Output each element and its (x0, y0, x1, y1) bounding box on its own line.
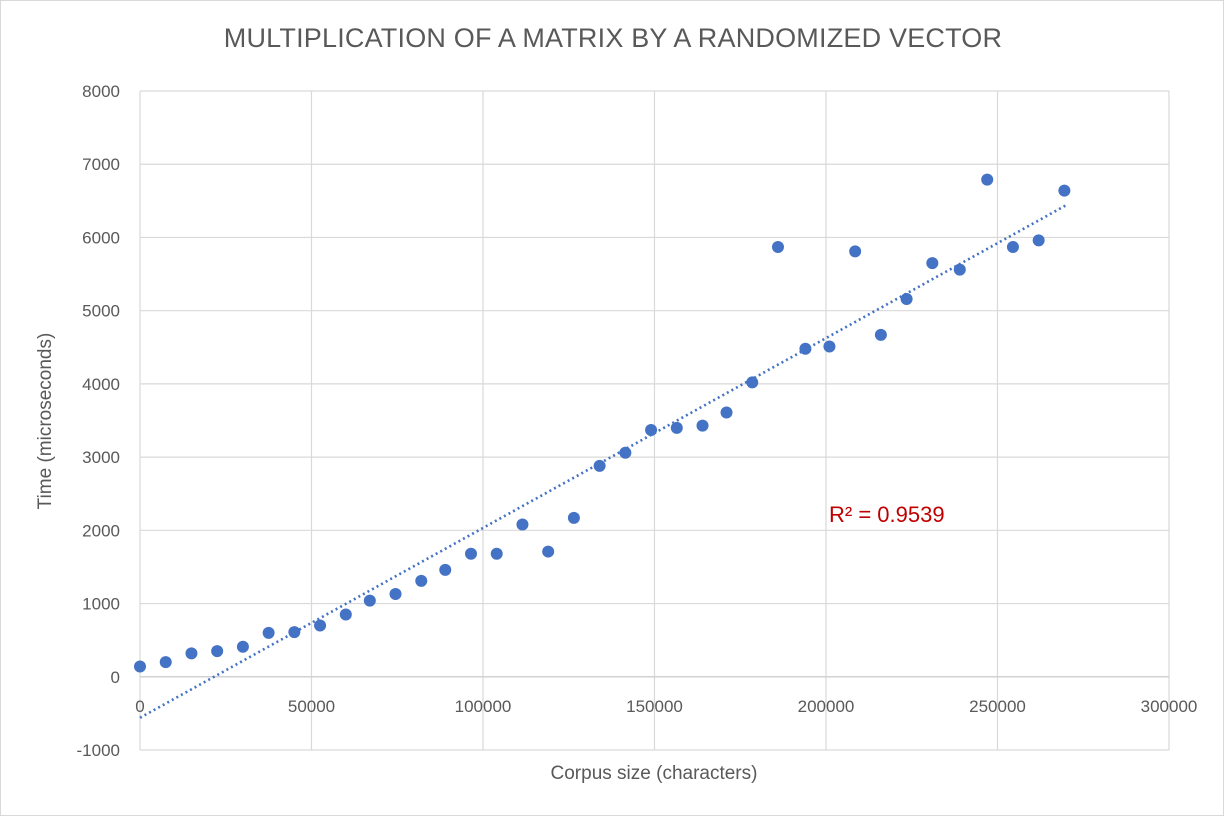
data-point (464, 547, 477, 560)
data-point (288, 626, 301, 639)
x-tick-label: 150000 (626, 697, 683, 716)
y-tick-label: 1000 (82, 595, 120, 614)
y-tick-label: 5000 (82, 302, 120, 321)
data-point (849, 245, 862, 258)
y-tick-label: 8000 (82, 82, 120, 101)
data-point (1058, 184, 1071, 197)
data-point (1006, 240, 1019, 253)
y-axis-tick-labels: -1000 0 1000 2000 3000 4000 5000 6000 7000 8000 (77, 82, 120, 760)
r-squared-label: R² = 0.9539 (829, 502, 945, 527)
data-point (874, 328, 887, 341)
data-point (185, 647, 198, 660)
x-axis-tick-labels: 0 50000 100000 150000 200000 250000 300000 (135, 697, 1197, 716)
y-tick-label: -1000 (77, 741, 120, 760)
data-point (746, 376, 759, 389)
data-point (771, 240, 784, 253)
data-point (159, 656, 172, 669)
data-point (720, 406, 733, 419)
data-point (490, 547, 503, 560)
data-points (134, 173, 1071, 673)
y-axis-label: Time (microseconds) (35, 333, 56, 510)
data-point (314, 619, 327, 632)
y-tick-label: 6000 (82, 228, 120, 247)
x-axis-label: Corpus size (characters) (551, 763, 758, 784)
data-point (926, 257, 939, 270)
data-point (981, 173, 994, 186)
y-tick-label: 2000 (82, 521, 120, 540)
data-point (953, 263, 966, 276)
data-point (363, 594, 376, 607)
x-tick-label: 100000 (455, 697, 512, 716)
data-point (439, 563, 452, 576)
data-point (516, 518, 529, 531)
x-tick-label: 0 (135, 697, 144, 716)
data-point (389, 588, 402, 601)
data-point (823, 340, 836, 353)
data-point (567, 511, 580, 524)
data-point (696, 419, 709, 432)
data-point (339, 608, 352, 621)
data-point (134, 660, 146, 673)
data-point (415, 574, 428, 587)
y-tick-label: 4000 (82, 375, 120, 394)
chart-title: MULTIPLICATION OF A MATRIX BY A RANDOMIZ… (223, 23, 1003, 53)
data-point (593, 459, 606, 472)
data-point (1032, 234, 1045, 247)
data-point (799, 342, 812, 355)
data-point (670, 421, 683, 434)
x-tick-label: 250000 (969, 697, 1026, 716)
data-point (645, 424, 658, 437)
data-point (900, 292, 913, 305)
data-point (262, 626, 275, 639)
data-point (211, 645, 224, 658)
x-tick-label: 200000 (798, 697, 855, 716)
data-point (619, 446, 632, 459)
data-point (236, 640, 249, 653)
y-tick-label: 7000 (82, 155, 120, 174)
gridlines (139, 90, 1170, 751)
x-tick-label: 300000 (1141, 697, 1198, 716)
y-tick-label: 3000 (82, 448, 120, 467)
data-point (542, 545, 555, 558)
y-tick-label: 0 (111, 668, 120, 687)
x-tick-label: 50000 (288, 697, 335, 716)
